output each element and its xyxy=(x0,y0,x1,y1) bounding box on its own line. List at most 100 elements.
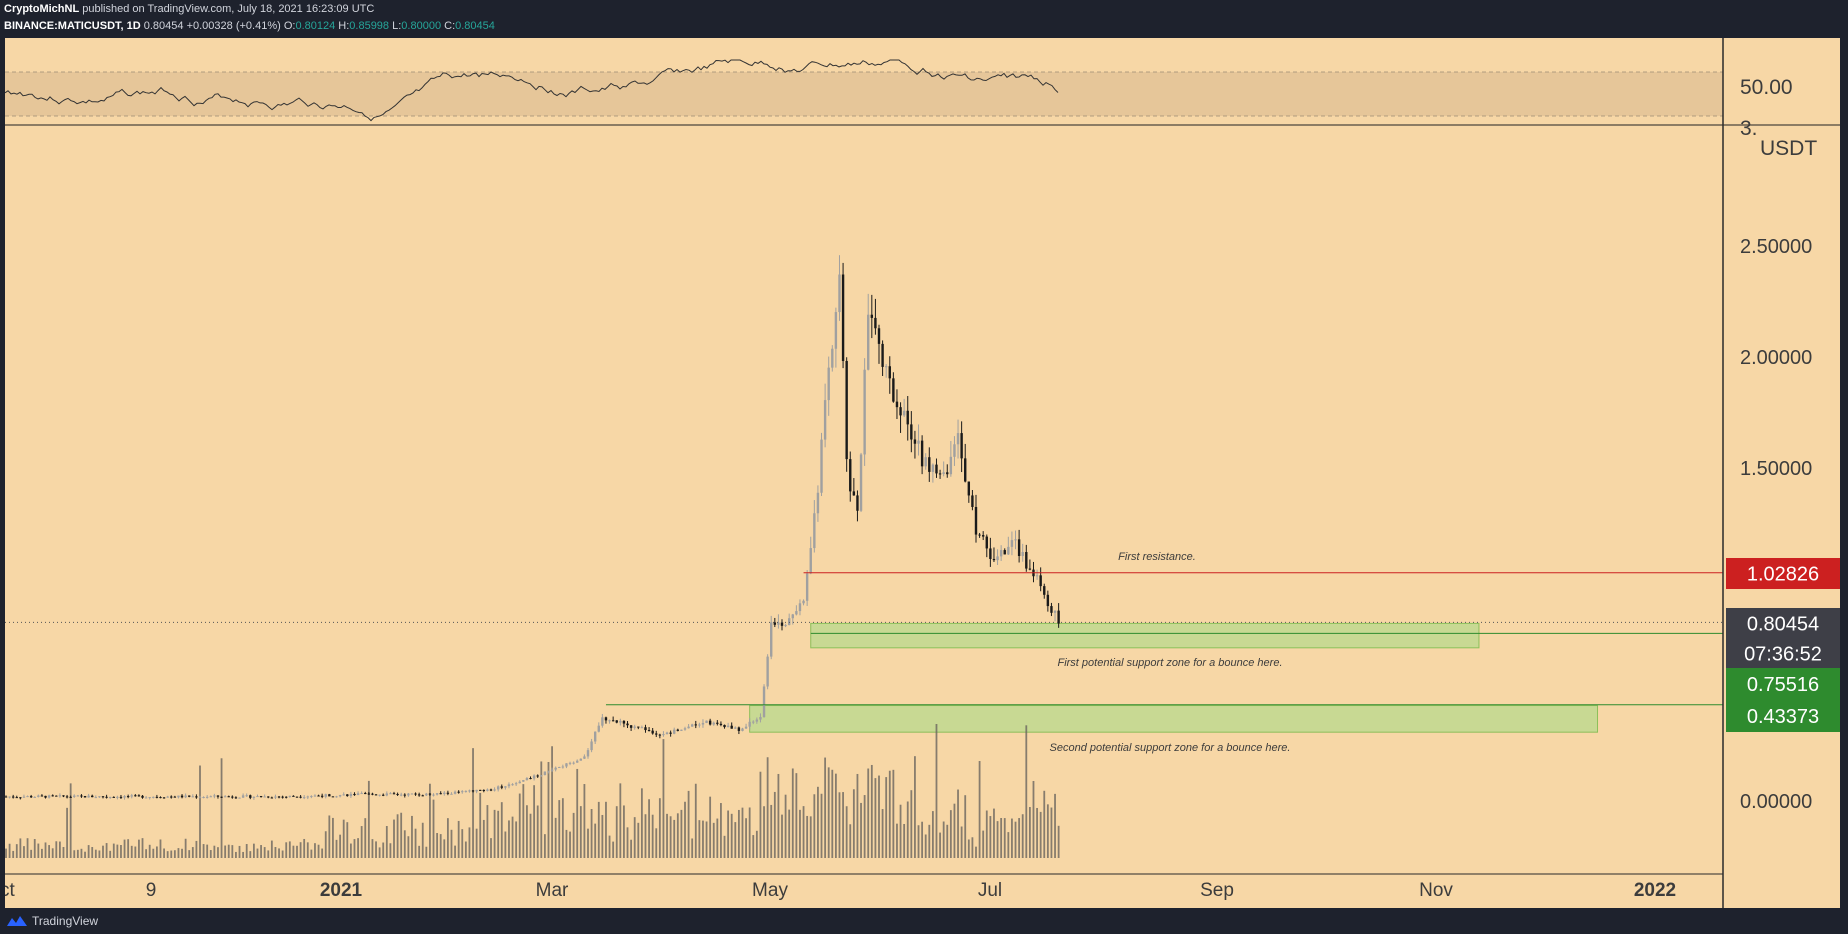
volume-bar xyxy=(206,844,209,858)
candle-body xyxy=(313,795,317,797)
volume-bar xyxy=(418,845,421,858)
candle-body xyxy=(1003,550,1006,555)
volume-bar xyxy=(917,825,920,858)
candle-body xyxy=(263,796,266,798)
volume-bar xyxy=(630,839,633,858)
volume-bar xyxy=(15,844,18,858)
candle-body xyxy=(317,795,320,797)
candle-body xyxy=(98,796,101,798)
volume-bar xyxy=(41,848,43,858)
volume-bar xyxy=(468,827,471,858)
volume-bar xyxy=(949,810,952,858)
volume-bar xyxy=(73,850,76,858)
volume-bar xyxy=(486,805,489,858)
candle-body xyxy=(874,317,877,329)
candle-body xyxy=(76,795,80,797)
volume-bar xyxy=(1028,807,1031,858)
candle-body xyxy=(651,730,654,734)
volume-bar xyxy=(899,804,902,858)
volume-bar xyxy=(457,820,460,858)
candle-body xyxy=(87,795,90,798)
candle-body xyxy=(141,795,144,798)
candle-body xyxy=(328,794,331,797)
candlesticks xyxy=(4,255,1060,800)
volume-bar xyxy=(252,843,255,858)
volume-bar xyxy=(669,816,672,858)
volume-bar xyxy=(565,829,568,858)
volume-bar xyxy=(684,801,686,858)
candle-body xyxy=(40,795,44,797)
volume-bar xyxy=(788,809,791,858)
candle-body xyxy=(1043,586,1046,595)
volume-bar xyxy=(863,795,866,858)
candle-body xyxy=(755,719,759,722)
candle-body xyxy=(827,367,830,401)
candle-body xyxy=(820,439,823,493)
candle-body xyxy=(80,795,83,797)
volume-bar xyxy=(996,821,999,858)
candle-body xyxy=(899,407,902,416)
volume-bar xyxy=(666,813,668,858)
volume-bar xyxy=(270,840,273,858)
countdown-tag-label: 07:36:52 xyxy=(1744,644,1822,666)
resistance-tag-box xyxy=(1726,558,1840,589)
candle-body xyxy=(496,786,500,790)
price-chart[interactable]: 50.00 3. USDT 0.00000 1.50000 2.00000 2.500… xyxy=(0,38,1848,908)
volume-bar xyxy=(824,757,827,858)
volume-bar xyxy=(382,842,385,858)
second-support-zone xyxy=(749,705,1599,733)
volume-bar xyxy=(608,835,611,858)
chart-right-frame xyxy=(1840,38,1848,908)
candle-body xyxy=(604,717,608,721)
last-price-tag-label: 0.80454 xyxy=(1747,614,1819,636)
candle-body xyxy=(338,795,342,797)
volume-bar xyxy=(26,838,29,858)
volume-bar xyxy=(123,839,126,858)
candle-body xyxy=(1028,568,1032,570)
annotation-text: Second potential support zone for a boun… xyxy=(1050,742,1291,754)
volume-bar xyxy=(296,845,298,858)
volume-bar xyxy=(834,773,837,858)
volume-bar xyxy=(299,842,302,858)
candle-body xyxy=(126,796,130,798)
tradingview-brand[interactable]: TradingView xyxy=(32,914,99,928)
author-name[interactable]: CryptoMichNL xyxy=(4,3,80,15)
candle-body xyxy=(8,796,11,798)
volume-bar xyxy=(227,844,230,858)
open-value: 0.80124 xyxy=(295,20,336,32)
volume-bar xyxy=(407,836,410,858)
volume-bar xyxy=(892,769,895,858)
candle-body xyxy=(306,796,309,798)
candle-body xyxy=(223,796,227,798)
volume-bar xyxy=(33,839,36,858)
volume-bar xyxy=(217,847,219,858)
volume-bar xyxy=(874,778,877,858)
y-tick-label: 2.50000 xyxy=(1740,236,1812,258)
volume-bar xyxy=(44,842,47,858)
candle-body xyxy=(1007,546,1010,555)
volume-bar xyxy=(515,821,518,858)
candle-body xyxy=(737,727,741,731)
candle-body xyxy=(144,797,148,799)
volume-bar xyxy=(576,768,579,858)
candle-body xyxy=(597,725,600,732)
candle-body xyxy=(33,796,36,798)
candle-body xyxy=(47,795,51,798)
volume-bar xyxy=(655,828,658,858)
candle-body xyxy=(507,784,511,787)
volume-bar xyxy=(220,758,223,858)
candle-body xyxy=(881,343,884,367)
symbol-name[interactable]: BINANCE:MATICUSDT, 1D xyxy=(4,20,141,32)
volume-bar xyxy=(184,838,187,858)
candle-body xyxy=(130,795,133,797)
candle-body xyxy=(770,622,773,657)
volume-bar xyxy=(102,845,104,858)
candle-body xyxy=(123,796,126,798)
candle-body xyxy=(859,454,863,511)
volume-bar xyxy=(702,820,704,858)
candle-body xyxy=(378,794,381,796)
axis-unit-clipped: 3. xyxy=(1740,117,1758,140)
tradingview-logo-icon[interactable] xyxy=(6,914,28,928)
oscillator-pane: 50.00 xyxy=(4,59,1848,126)
candle-body xyxy=(450,793,453,795)
